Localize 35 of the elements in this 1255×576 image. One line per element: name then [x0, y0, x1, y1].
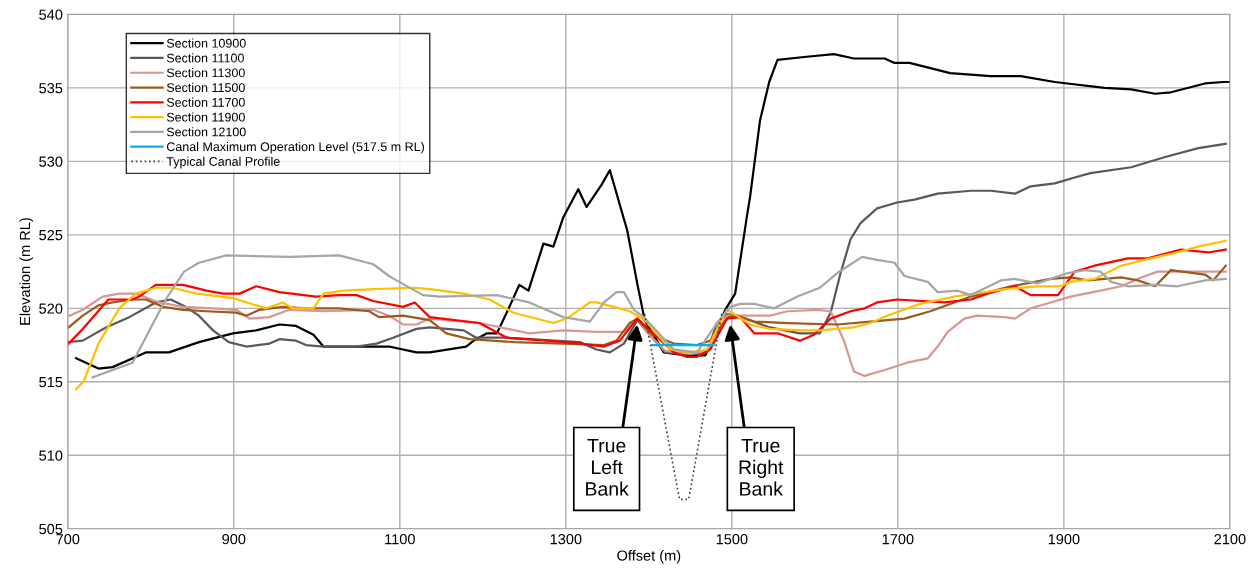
x-tick-label: 700 — [56, 534, 80, 545]
legend-label: Section 10900 — [166, 38, 246, 48]
line-series — [67, 142, 1227, 355]
legend-label: Typical Canal Profile — [166, 156, 280, 169]
line-series — [74, 239, 1227, 391]
line-series — [67, 264, 1227, 347]
x-tick-label: 2100 — [1214, 534, 1246, 545]
legend-label: Section 11500 — [166, 82, 245, 93]
y-tick-label: 520 — [39, 303, 63, 314]
y-tick-label: 505 — [39, 523, 63, 535]
legend-label: Section 12100 — [166, 127, 246, 137]
line-series — [67, 248, 1227, 358]
y-tick-label: 530 — [39, 156, 63, 167]
y-tick-label: 510 — [39, 450, 63, 461]
y-tick-label: 540 — [39, 9, 63, 20]
legend-label: Canal Maximum Operation Level (517.5 m RL) — [166, 141, 424, 154]
legend-label: Section 11300 — [166, 68, 245, 78]
line-series — [74, 52, 1230, 370]
x-tick-label: 1500 — [716, 534, 748, 545]
x-tick-label: 1900 — [1048, 534, 1080, 545]
legend-label: Section 11100 — [166, 53, 244, 63]
x-tick-label: 900 — [222, 534, 246, 545]
x-tick-label: 1100 — [385, 534, 415, 545]
annotation: True Right Bank — [739, 438, 784, 496]
x-tick-label: 1700 — [882, 534, 914, 545]
y-tick-label: 515 — [39, 377, 63, 388]
annotation: True Left Bank — [586, 438, 629, 496]
legend-label: Section 11900 — [166, 112, 245, 122]
x-tick-label: 1300 — [550, 534, 582, 545]
y-tick-label: 535 — [39, 82, 63, 94]
line-series — [68, 270, 1227, 378]
x-axis-title: Offset (m) — [617, 550, 681, 564]
y-tick-label: 525 — [39, 229, 63, 241]
y-axis-title: Elevation (m RL) — [19, 218, 34, 325]
legend-label: Section 11700 — [166, 97, 245, 107]
